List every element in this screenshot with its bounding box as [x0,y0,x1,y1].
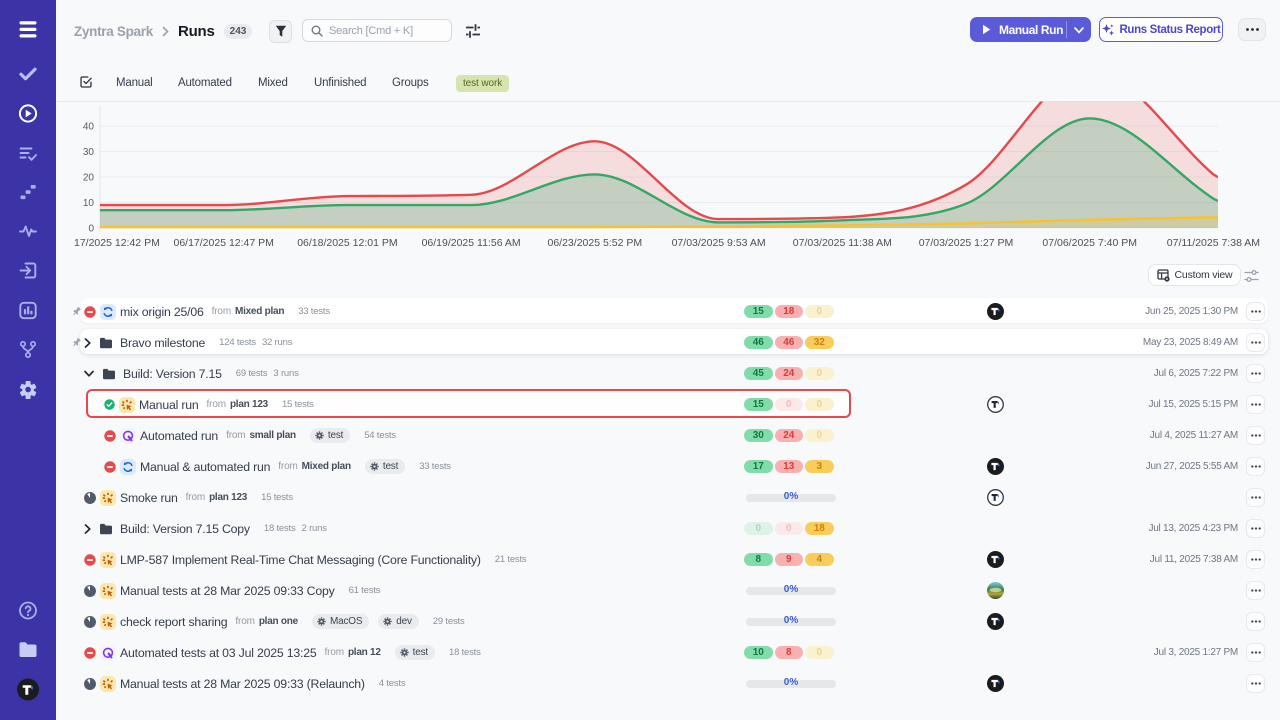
svg-text:17/2025 12:42 PM: 17/2025 12:42 PM [74,237,160,249]
svg-text:40: 40 [83,122,95,133]
svg-text:06/23/2025 5:52 PM: 06/23/2025 5:52 PM [548,237,643,249]
svg-text:06/19/2025 11:56 AM: 06/19/2025 11:56 AM [422,237,521,249]
svg-text:07/03/2025 9:53 AM: 07/03/2025 9:53 AM [672,237,766,249]
svg-text:06/18/2025 12:01 PM: 06/18/2025 12:01 PM [297,237,397,249]
svg-text:30: 30 [83,147,95,158]
svg-text:10: 10 [83,198,95,209]
svg-text:0: 0 [88,224,94,235]
svg-text:07/11/2025 7:38 AM: 07/11/2025 7:38 AM [1167,237,1260,249]
svg-text:06/17/2025 12:47 PM: 06/17/2025 12:47 PM [173,237,273,249]
svg-text:07/03/2025 1:27 PM: 07/03/2025 1:27 PM [919,237,1014,249]
svg-text:20: 20 [83,173,95,184]
svg-text:07/06/2025 7:40 PM: 07/06/2025 7:40 PM [1042,237,1137,249]
svg-text:07/03/2025 11:38 AM: 07/03/2025 11:38 AM [793,237,892,249]
